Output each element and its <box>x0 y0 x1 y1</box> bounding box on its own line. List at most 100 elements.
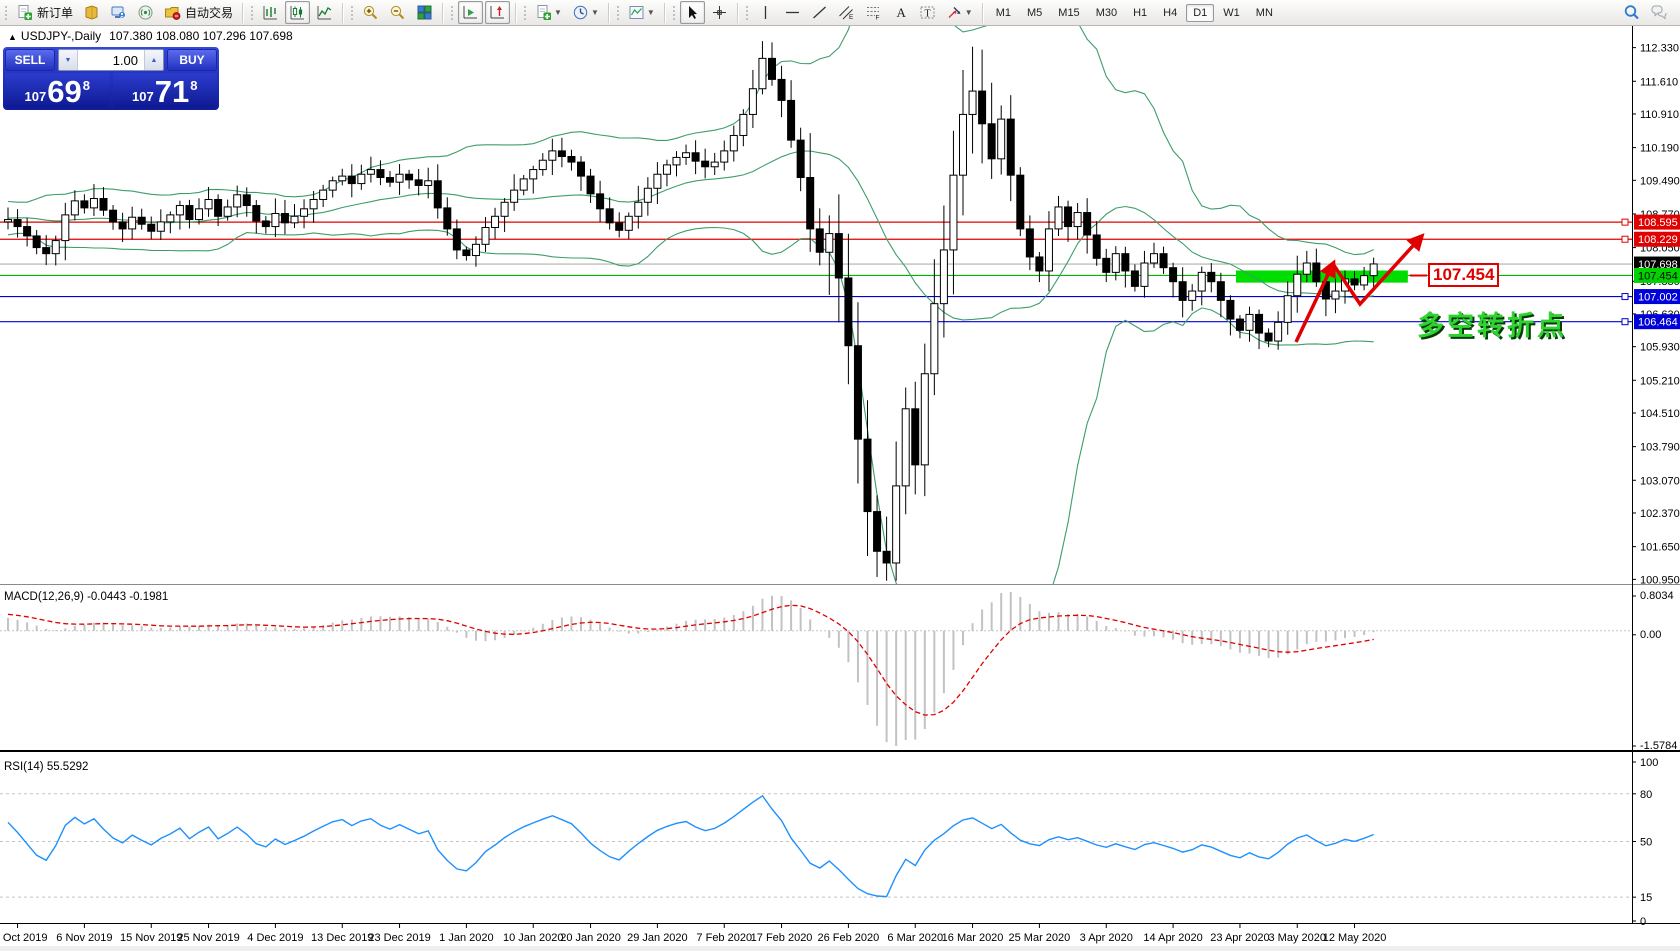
volume-input[interactable]: 1.00 <box>112 52 138 68</box>
zoom-out-button[interactable] <box>385 1 410 24</box>
templates-icon <box>628 4 645 21</box>
text-label-button[interactable]: T <box>915 1 940 24</box>
bar-chart-icon <box>262 4 279 21</box>
new-order-button[interactable]: 新订单 <box>12 1 77 24</box>
timeframe-mn-button[interactable]: MN <box>1255 6 1273 19</box>
vertical-line-button[interactable] <box>753 1 778 24</box>
toolbar-drag-handle[interactable] <box>249 3 255 22</box>
svg-text:102.370: 102.370 <box>1640 508 1680 520</box>
terminal-button[interactable] <box>106 1 131 24</box>
chart-canvas[interactable]: 112.330111.610110.910110.190109.490108.7… <box>0 25 1680 951</box>
svg-text:80: 80 <box>1640 789 1652 801</box>
auto-scroll-button[interactable] <box>458 1 484 24</box>
timeframe-d1-button[interactable]: D1 <box>1186 3 1215 22</box>
line-handle[interactable] <box>1621 235 1629 243</box>
arrows-shapes-button[interactable]: ▼ <box>942 1 977 24</box>
crosshair-button[interactable] <box>707 1 732 24</box>
date-label: 3 May 2020 <box>1269 932 1326 944</box>
svg-text:110.190: 110.190 <box>1640 143 1679 155</box>
toolbar-separator <box>736 2 739 23</box>
indicators-icon <box>535 4 552 21</box>
line-handle[interactable] <box>1621 293 1629 301</box>
market-book-icon <box>83 4 100 21</box>
line-handle[interactable] <box>1621 218 1629 226</box>
signal-button[interactable] <box>133 1 158 24</box>
toolbar-drag-handle[interactable] <box>670 3 676 22</box>
indicators-dropdown-arrow[interactable]: ▼ <box>554 8 562 17</box>
price-annotation-label[interactable]: 107.454 <box>1428 263 1500 287</box>
date-label: 6 Mar 2020 <box>887 932 943 944</box>
timeframe-m30-button[interactable]: M30 <box>1095 6 1118 19</box>
trend-arrow-up-1[interactable] <box>1294 259 1336 343</box>
indicators-button[interactable]: ▼ <box>531 1 566 24</box>
toolbar-separator <box>981 2 984 23</box>
cursor-button[interactable] <box>679 1 705 24</box>
date-label: 20 Jan 2020 <box>560 932 621 944</box>
rsi-label: RSI(14) 55.5292 <box>4 761 88 773</box>
buy-button[interactable]: BUY <box>167 49 217 71</box>
line-handle[interactable] <box>1621 318 1629 326</box>
toolbar-drag-handle[interactable] <box>449 3 455 22</box>
trend-arrow-up-2[interactable] <box>1331 233 1425 307</box>
arrows-shapes-dropdown-arrow[interactable]: ▼ <box>964 8 973 17</box>
sell-price-big-figure: 107 <box>24 89 47 104</box>
fibonacci-button[interactable]: F <box>861 1 886 24</box>
volume-decrease-button[interactable]: ▼ <box>59 50 78 70</box>
svg-text:104.510: 104.510 <box>1640 408 1680 420</box>
tile-windows-button[interactable] <box>412 1 437 24</box>
sell-price[interactable]: 107 69 8 <box>5 73 110 108</box>
timeframe-h1-button[interactable]: H1 <box>1133 6 1148 19</box>
text-button[interactable]: A <box>888 1 913 24</box>
horizontal-line-button[interactable] <box>780 1 805 24</box>
timeframe-h4-button[interactable]: H4 <box>1163 6 1178 19</box>
symbol-marker-icon: ▲ <box>8 32 17 42</box>
bar-chart-button[interactable] <box>258 1 283 24</box>
buy-price[interactable]: 107 71 8 <box>112 73 217 108</box>
bollinger-lower-line <box>7 226 1374 584</box>
periods-dropdown-arrow[interactable]: ▼ <box>590 8 599 17</box>
periods-button[interactable]: ▼ <box>568 1 603 24</box>
toolbar-right <box>1618 1 1680 24</box>
line-chart-button[interactable] <box>312 1 337 24</box>
timeframe-m5-button[interactable]: M5 <box>1027 6 1043 19</box>
cursor-icon <box>684 4 701 21</box>
toolbar-drag-handle[interactable] <box>522 3 528 22</box>
volume-increase-button[interactable]: ▲ <box>144 50 163 70</box>
chart-shift-icon <box>489 4 506 21</box>
chart-shift-button[interactable] <box>485 1 511 24</box>
sell-button[interactable]: SELL <box>5 49 55 71</box>
turning-point-annotation[interactable]: 多空转折点 <box>1417 311 1567 341</box>
svg-text:100.950: 100.950 <box>1640 574 1680 586</box>
macd-label: MACD(12,26,9) -0.0443 -0.1981 <box>4 591 168 603</box>
svg-text:-1.5784: -1.5784 <box>1640 740 1677 752</box>
trendline-button[interactable] <box>807 1 832 24</box>
timeframe-w1-button[interactable]: W1 <box>1223 6 1240 19</box>
svg-text:101.650: 101.650 <box>1640 542 1680 554</box>
date-label: 23 Dec 2019 <box>368 932 430 944</box>
timeframe-m1-button[interactable]: M1 <box>995 6 1011 19</box>
candlestick-chart-button[interactable] <box>285 1 311 24</box>
timeframe-m15-button[interactable]: M15 <box>1058 6 1080 19</box>
date-label: 4 Dec 2019 <box>247 932 303 944</box>
toolbar: 新订单 自动交易 ▼ ▼ ▼ E F A T ▼ M1 M5 M15 M30 H1 H4 D1 W1 MN <box>0 0 1680 26</box>
toolbar-drag-handle[interactable] <box>743 3 749 22</box>
toolbar-drag-handle[interactable] <box>349 3 355 22</box>
candles-layer <box>4 41 1378 581</box>
search-button[interactable] <box>1619 1 1644 24</box>
chat-button[interactable] <box>1646 1 1671 24</box>
date-label: 10 Jan 2020 <box>503 932 564 944</box>
toolbar-group-4: ▼ ▼ <box>519 0 606 25</box>
zoom-in-button[interactable] <box>358 1 383 24</box>
toolbar-separator <box>342 2 345 23</box>
market-book-button[interactable] <box>79 1 104 24</box>
date-label: 28 Oct 2019 <box>0 932 48 944</box>
svg-text:105.930: 105.930 <box>1640 342 1680 354</box>
equidistant-channel-button[interactable]: E <box>834 1 859 24</box>
toolbar-drag-handle[interactable] <box>614 3 620 22</box>
templates-button[interactable]: ▼ <box>624 1 659 24</box>
autotrading-button[interactable]: 自动交易 <box>160 1 237 24</box>
toolbar-group-2 <box>346 0 440 25</box>
buy-price-point: 8 <box>190 78 198 93</box>
templates-dropdown-arrow[interactable]: ▼ <box>646 8 655 17</box>
toolbar-drag-handle[interactable] <box>3 3 8 22</box>
